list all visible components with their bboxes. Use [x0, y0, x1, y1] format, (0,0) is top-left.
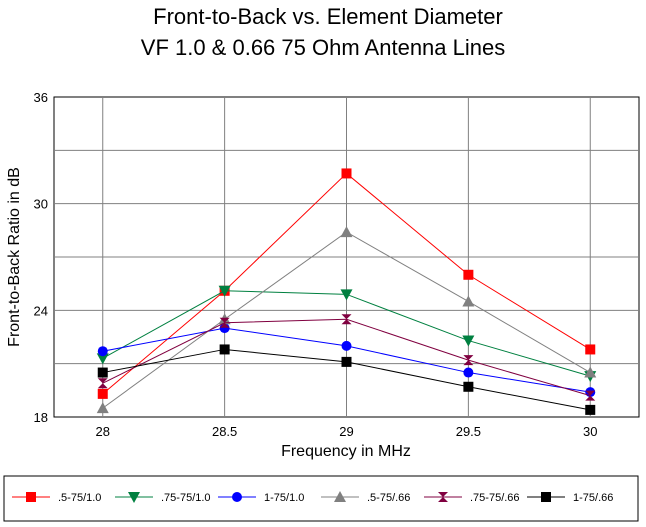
legend-label: .75-75/1.0 [161, 492, 211, 504]
data-point [463, 269, 474, 280]
data-point [97, 388, 108, 399]
series-4 [96, 226, 597, 414]
data-point [97, 346, 108, 357]
legend-item: 1-75/1.0 [218, 492, 304, 504]
y-tick-label: 30 [34, 197, 48, 212]
data-point [585, 344, 596, 355]
data-point [585, 404, 596, 415]
legend-item: .75-75/1.0 [115, 492, 211, 504]
series-line [102, 318, 591, 397]
data-point [219, 317, 230, 328]
y-tick-labels: 18 24 30 36 [34, 90, 48, 425]
legend: .5-75/1.0 .75-75/1.0 1-75/1.0 .5-75/.66 .75-… [12, 491, 613, 504]
data-point [341, 314, 352, 325]
data-point [340, 289, 353, 301]
data-point [218, 285, 231, 297]
data-point [340, 226, 353, 238]
x-tick-label: 28.5 [212, 424, 237, 439]
data-point [97, 367, 108, 378]
series-group [96, 168, 597, 415]
data-point [341, 168, 352, 179]
data-point [341, 340, 352, 351]
x-axis-label: Frequency in MHz [281, 443, 411, 460]
y-tick-label: 24 [34, 303, 48, 318]
legend-marker [26, 492, 36, 502]
y-tick-label: 18 [34, 410, 48, 425]
data-point [341, 356, 352, 367]
data-point [463, 381, 474, 392]
legend-label: 1-75/1.0 [264, 492, 304, 504]
chart-title-line-2: VF 1.0 & 0.66 75 Ohm Antenna Lines [141, 35, 505, 60]
legend-marker [541, 492, 551, 502]
data-point [585, 390, 596, 401]
series-6 [97, 344, 596, 415]
data-point [463, 355, 474, 366]
legend-item: .5-75/1.0 [12, 492, 101, 504]
data-point [219, 344, 230, 355]
x-tick-label: 29 [339, 424, 353, 439]
legend-marker [334, 491, 346, 502]
x-tick-label: 29.5 [456, 424, 481, 439]
legend-item: .5-75/.66 [321, 491, 410, 504]
legend-box [3, 475, 639, 522]
data-point [584, 366, 597, 378]
y-tick-label: 36 [34, 90, 48, 105]
data-point [462, 335, 475, 347]
x-tick-label: 30 [583, 424, 597, 439]
data-point [97, 378, 108, 389]
x-tick-labels: 28 28.5 29 29.5 30 [96, 424, 598, 439]
legend-label: .75-75/.66 [470, 492, 520, 504]
series-5 [97, 314, 596, 401]
y-axis-label: Front-to-Back Ratio in dB [6, 167, 23, 347]
data-point [462, 295, 475, 307]
data-point [463, 367, 474, 378]
legend-label: .5-75/1.0 [58, 492, 101, 504]
legend-label: .5-75/.66 [367, 492, 410, 504]
legend-marker [128, 492, 140, 503]
data-point [96, 402, 109, 414]
chart-title-line-1: Front-to-Back vs. Element Diameter [153, 4, 503, 29]
legend-marker [438, 492, 448, 502]
legend-item: .75-75/.66 [424, 492, 520, 504]
legend-item: 1-75/.66 [527, 492, 613, 504]
legend-label: 1-75/.66 [573, 492, 613, 504]
x-tick-label: 28 [96, 424, 110, 439]
legend-marker [232, 492, 242, 502]
data-point [96, 353, 109, 365]
